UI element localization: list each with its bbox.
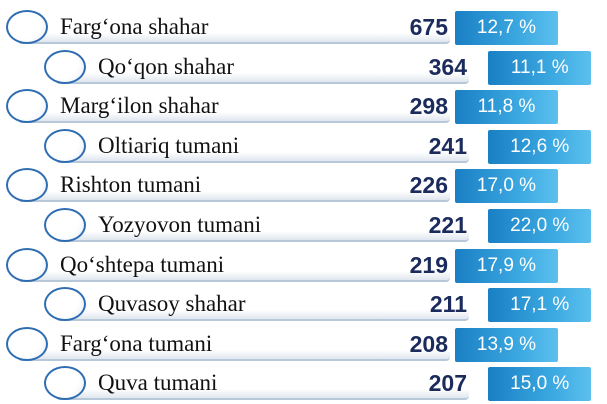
- row-count: 207: [428, 370, 467, 397]
- row-background: [58, 51, 469, 84]
- row-background: [20, 170, 450, 203]
- row-count: 675: [409, 14, 448, 40]
- row-name: Marg‘ilon shahar: [60, 93, 219, 119]
- row-name: Farg‘ona tumani: [60, 330, 213, 356]
- row-background: [58, 368, 469, 401]
- row-percent: 11,1 %: [488, 50, 592, 85]
- row: Qo‘qon shahar 364 11,1 %: [44, 49, 592, 87]
- bullet-circle: [6, 89, 48, 124]
- row-name: Yozyovon tumani: [98, 212, 262, 237]
- row: Rishton tumani 226 17,0 %: [6, 167, 566, 205]
- row-percent: 11,8 %: [455, 90, 558, 125]
- row-background: [58, 130, 469, 163]
- row-count: 208: [409, 330, 448, 357]
- bullet-circle: [44, 49, 86, 84]
- row-background: [20, 249, 450, 282]
- row-background: [58, 289, 469, 322]
- row-count: 364: [428, 53, 467, 80]
- row-background: [20, 328, 450, 361]
- row-name: Oltiariq tumani: [98, 132, 240, 158]
- row: Quva tumani 207 15,0 %: [44, 365, 592, 403]
- row-background: [58, 210, 469, 242]
- row-percent: 22,0 %: [488, 209, 592, 243]
- row: Quvasoy shahar 211 17,1 %: [44, 286, 592, 324]
- row: Oltiariq tumani 241 12,6 %: [44, 128, 592, 166]
- row-percent: 15,0 %: [488, 367, 592, 402]
- bullet-circle: [6, 247, 48, 282]
- row-count: 226: [409, 172, 448, 199]
- row-percent: 17,9 %: [455, 248, 558, 283]
- row-name: Quvasoy shahar: [98, 291, 246, 317]
- row-name: Qo‘shtepa tumani: [60, 251, 225, 277]
- row-percent: 17,1 %: [488, 288, 592, 323]
- row-count: 221: [428, 212, 467, 238]
- row-background: [20, 12, 450, 44]
- row: Qo‘shtepa tumani 219 17,9 %: [6, 247, 566, 285]
- row-percent: 12,6 %: [488, 129, 592, 164]
- row: Marg‘ilon shahar 298 11,8 %: [6, 88, 566, 126]
- bullet-circle: [6, 10, 48, 44]
- row-name: Rishton tumani: [60, 172, 202, 198]
- row-name: Quva tumani: [98, 370, 218, 396]
- bullet-circle: [44, 366, 86, 401]
- row-count: 211: [429, 291, 467, 318]
- bullet-circle: [44, 208, 86, 242]
- row-percent: 13,9 %: [455, 327, 558, 362]
- row-count: 298: [409, 93, 448, 120]
- row-percent: 17,0 %: [455, 169, 558, 204]
- bullet-circle: [6, 326, 48, 361]
- row: Yozyovon tumani 221 22,0 %: [44, 207, 592, 245]
- bullet-circle: [6, 168, 48, 203]
- row-name: Farg‘ona shahar: [60, 14, 209, 39]
- row: Farg‘ona shahar 675 12,7 %: [6, 9, 566, 47]
- row-background: [20, 91, 450, 124]
- row-percent: 12,7 %: [455, 11, 558, 45]
- bullet-circle: [44, 287, 86, 322]
- bullet-circle: [44, 128, 86, 163]
- row-count: 219: [409, 251, 448, 278]
- row-name: Qo‘qon shahar: [98, 53, 235, 79]
- row: Farg‘ona tumani 208 13,9 %: [6, 326, 566, 364]
- row-count: 241: [428, 132, 467, 159]
